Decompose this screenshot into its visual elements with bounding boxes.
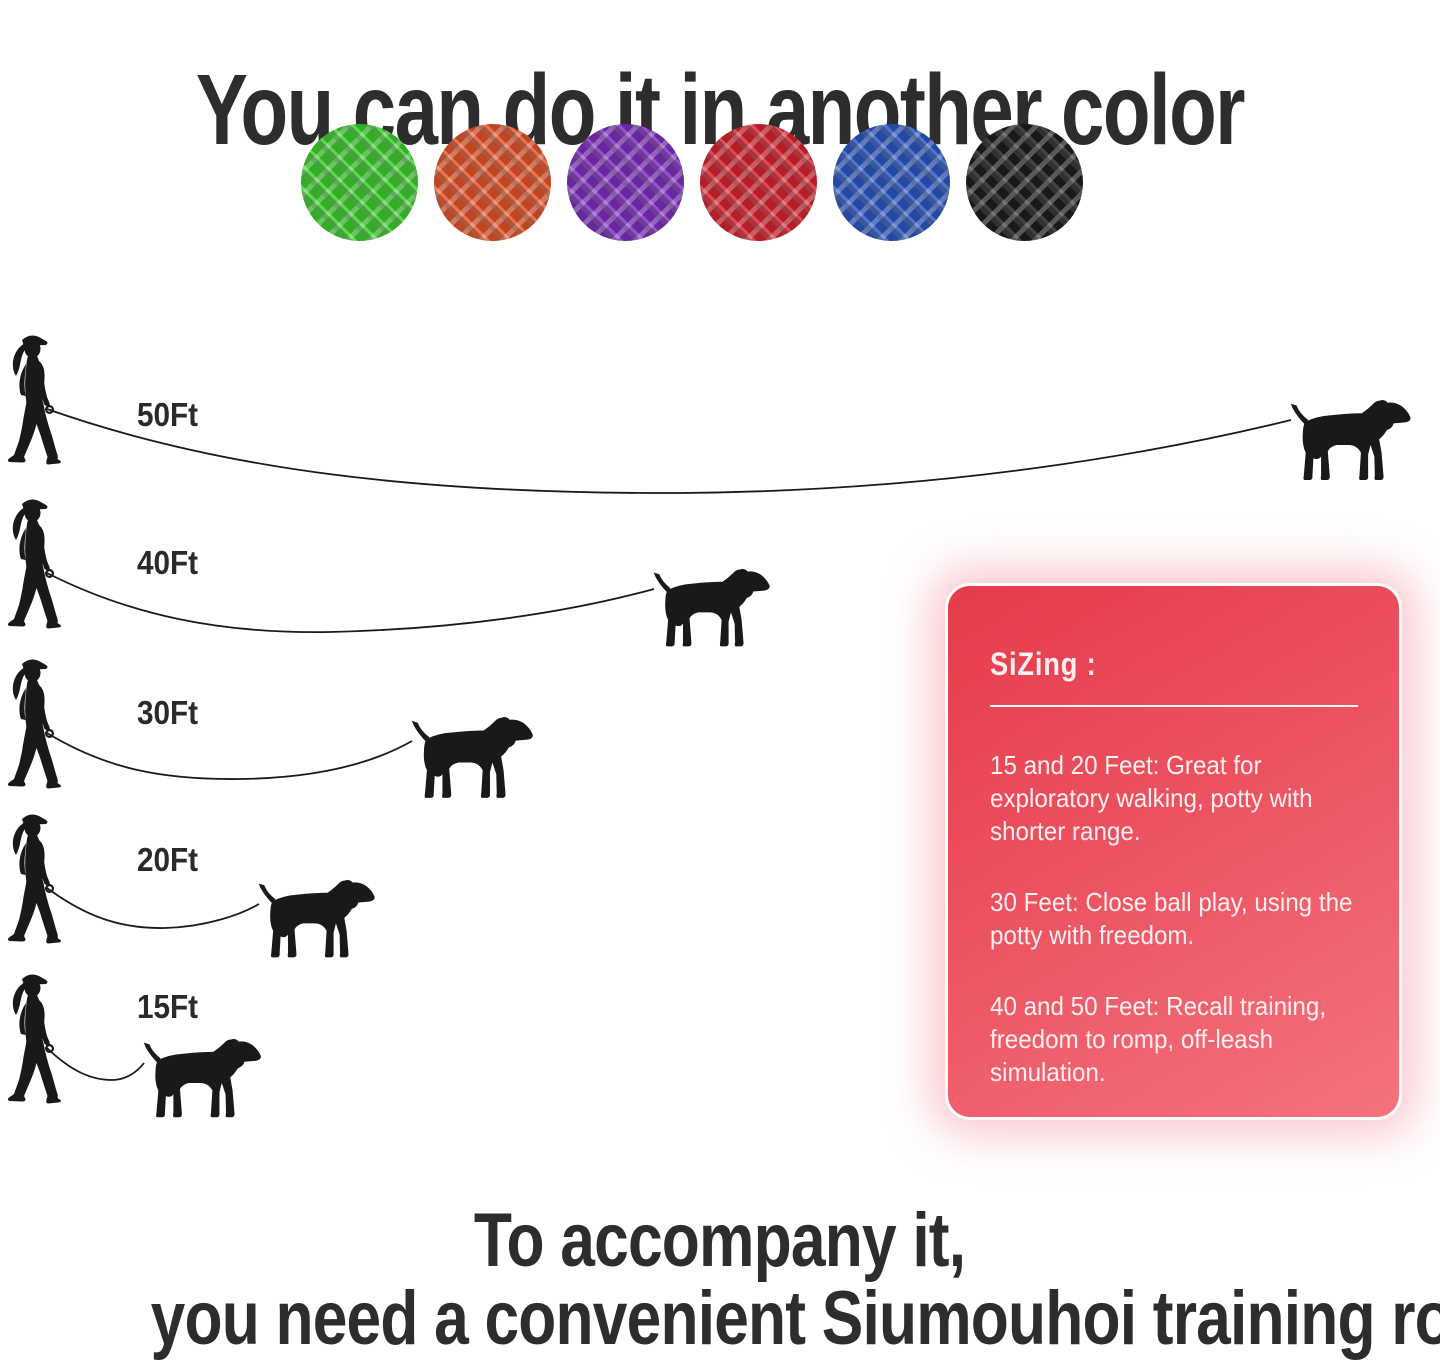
walker-silhouette-icon: [6, 658, 63, 790]
leash-line-50ft: [46, 408, 1292, 494]
length-label-50ft: 50Ft: [137, 396, 199, 433]
leash-line-40ft: [46, 572, 655, 634]
walker-silhouette-icon: [6, 813, 63, 945]
walker-silhouette-icon: [6, 498, 63, 630]
dog-silhouette-icon: [411, 716, 533, 798]
walker-silhouette-icon: [6, 334, 63, 466]
color-swatch-row: [301, 124, 1083, 241]
color-swatch-purple: [567, 124, 684, 241]
leash-line-15ft: [46, 1047, 145, 1081]
footer-headline: To accompany it, you need a convenient S…: [0, 1202, 1440, 1357]
leash-line-20ft: [46, 887, 260, 929]
footer-line-2: you need a convenient Siumouhoi training…: [150, 1275, 1440, 1361]
sizing-item-short-range: 15 and 20 Feet: Great for exploratory wa…: [990, 750, 1313, 847]
color-swatch-blue: [833, 124, 950, 241]
length-label-30ft: 30Ft: [137, 694, 199, 731]
length-label-20ft: 20Ft: [137, 841, 199, 878]
color-swatch-green: [301, 124, 418, 241]
sizing-card: SiZing : 15 and 20 Feet: Great for explo…: [948, 586, 1399, 1117]
dog-silhouette-icon: [143, 1038, 261, 1118]
sizing-item-mid-range: 30 Feet: Close ball play, using the pott…: [990, 887, 1353, 951]
dog-silhouette-icon: [653, 568, 770, 647]
color-swatch-red: [700, 124, 817, 241]
dog-silhouette-icon: [258, 879, 375, 958]
sizing-divider: [990, 705, 1358, 707]
color-swatch-black: [966, 124, 1083, 241]
sizing-item-long-range: 40 and 50 Feet: Recall training, freedom…: [990, 991, 1327, 1088]
walker-silhouette-icon: [6, 973, 63, 1105]
length-label-15ft: 15Ft: [137, 988, 199, 1025]
sizing-heading: SiZing :: [990, 646, 1097, 682]
leash-line-30ft: [46, 732, 413, 780]
length-label-40ft: 40Ft: [137, 544, 199, 581]
dog-silhouette-icon: [1290, 399, 1411, 480]
footer-line-1: To accompany it,: [474, 1198, 966, 1283]
color-swatch-orange: [434, 124, 551, 241]
